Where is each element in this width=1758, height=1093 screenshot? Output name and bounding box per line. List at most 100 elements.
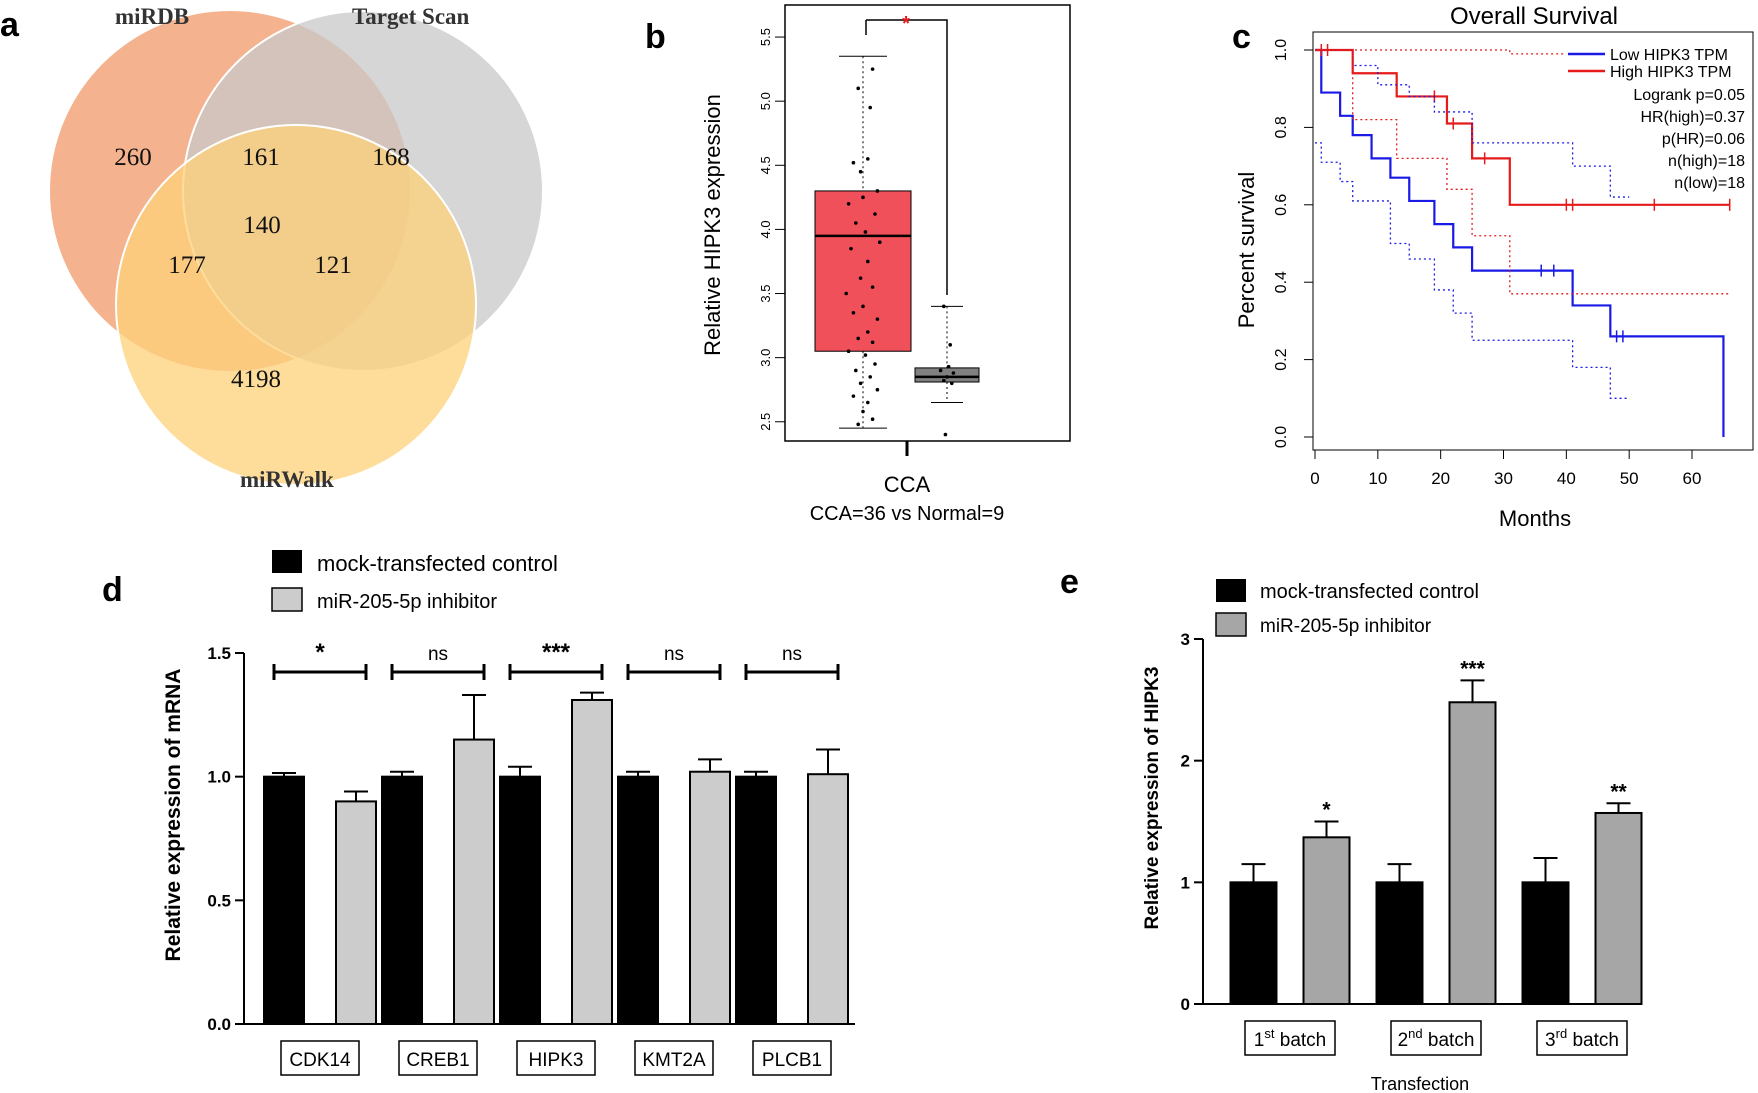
boxplot-subtitle: CCA=36 vs Normal=9 <box>810 503 1005 525</box>
survival-y-tick-label: 0.8 <box>1273 116 1290 138</box>
category-label-box <box>1244 1020 1336 1056</box>
boxplot-y-tick-label: 4.0 <box>758 220 773 238</box>
survival-curve-high-ci-upper <box>1315 49 1730 55</box>
box-point <box>870 285 875 289</box>
box-point <box>844 291 848 296</box>
panel-label-a: a <box>0 6 20 44</box>
survival-x-tick-label: 0 <box>1310 469 1319 488</box>
bar-mock <box>735 775 777 1026</box>
survival-y-tick-label: 0.2 <box>1273 348 1290 370</box>
box-point <box>863 353 868 357</box>
legend-swatch-inhibitor-e <box>1215 612 1247 637</box>
bar-y-tick-label: 0.5 <box>207 891 231 910</box>
box-point <box>846 201 851 206</box>
category-label-box <box>398 1040 478 1076</box>
box-point <box>943 432 948 437</box>
box-point <box>942 378 946 383</box>
category-label-word: batch <box>1423 1030 1475 1051</box>
panel-label-d: d <box>102 571 123 609</box>
boxplot-frame <box>784 4 1071 442</box>
bar-e-y-label: Relative expression of HIPK3 <box>1142 667 1163 930</box>
bar-mock <box>499 775 541 1026</box>
box-point <box>875 189 880 193</box>
legend-swatch-inhibitor-d <box>271 587 303 612</box>
bar-inhibitor <box>1594 811 1643 1005</box>
legend-swatch-mock-d <box>272 550 302 573</box>
category-label-box <box>516 1040 596 1076</box>
survival-x-tick-label: 50 <box>1620 469 1639 488</box>
bar-inhibitor <box>1302 836 1351 1005</box>
venn-region-mirdb-targetscan: 161 <box>242 144 280 171</box>
stat-n-low: n(low)=18 <box>1674 175 1745 192</box>
category-label-box <box>1536 1020 1628 1056</box>
survival-curve-high-ci-lower <box>1315 49 1730 295</box>
category-label-box <box>752 1040 832 1076</box>
box-point <box>873 212 877 216</box>
survival-curve-low-hipk3-tpm <box>1315 48 1725 437</box>
legend-label-high: High HIPK3 TPM <box>1610 64 1732 81</box>
bar-inhibitor <box>571 698 613 1025</box>
boxplot-x-label: CCA <box>884 472 931 497</box>
panel-c-survival: c Overall Survival 0 10 20 30 40 50 60 0.0 0.2 0.… <box>1232 3 1754 531</box>
box-cca <box>814 190 912 352</box>
box-point <box>846 349 851 354</box>
box-point <box>851 394 856 398</box>
box-point <box>854 221 858 225</box>
box-point <box>866 259 870 264</box>
category-label-suffix: nd <box>1408 1026 1422 1041</box>
box-point <box>945 375 949 379</box>
survival-y-tick-label: 0.0 <box>1273 426 1290 448</box>
panel-label-c: c <box>1232 18 1251 56</box>
box-point <box>948 343 952 347</box>
survival-title: Overall Survival <box>1450 3 1618 30</box>
box-point <box>870 340 875 345</box>
box-point <box>875 317 880 321</box>
bar-inhibitor <box>1448 701 1497 1005</box>
bar-d-y-label: Relative expression of mRNA <box>162 669 185 962</box>
box-point <box>863 230 868 234</box>
survival-x-tick-label: 20 <box>1431 469 1450 488</box>
boxplot-y-tick-label: 2.5 <box>758 413 773 431</box>
legend-label-mock-d: mock-transfected control <box>317 551 558 576</box>
significance-label: ns <box>428 644 448 665</box>
category-label-suffix: rd <box>1556 1026 1568 1041</box>
category-label-box <box>634 1040 714 1076</box>
box-point <box>861 195 865 200</box>
category-label-word: batch <box>1274 1030 1326 1051</box>
box-point <box>866 157 870 161</box>
significance-label: *** <box>1460 657 1485 680</box>
panel-b-boxplot: b 2.5 3.0 3.5 4.0 4.5 5.0 5.5 Relative HIPK3 e… <box>645 4 1071 525</box>
bar-d-chart: 0.0 0.5 1.0 1.5 CDK14 * CREB1 ns HIPK3 *** KMT2A ns… <box>207 639 855 1076</box>
legend-label-inhibitor-d: miR-205-5p inhibitor <box>317 591 497 613</box>
venn-region-mirwalk-only: 4198 <box>231 366 281 393</box>
venn-circle-mirwalk <box>115 124 477 486</box>
venn-set-label-mirwalk: miRWalk <box>240 467 334 492</box>
box-normal <box>914 367 980 383</box>
category-label-suffix: st <box>1264 1026 1275 1041</box>
panel-label-e: e <box>1060 563 1079 601</box>
boxplot-y-tick-label: 5.0 <box>758 92 773 110</box>
survival-x-label: Months <box>1499 506 1571 531</box>
box-point <box>854 368 858 373</box>
box-point <box>875 387 880 392</box>
venn-region-all-three: 140 <box>243 212 281 239</box>
survival-curves <box>1315 44 1731 437</box>
legend-label-low: Low HIPK3 TPM <box>1610 47 1728 64</box>
bar-y-tick-label: 0 <box>1181 995 1190 1014</box>
box-point <box>873 362 877 366</box>
boxplot-boxes <box>814 55 980 437</box>
box-point <box>856 336 860 341</box>
box-point <box>938 368 943 373</box>
bar-mock <box>1521 881 1570 1005</box>
significance-label: ** <box>1610 780 1627 803</box>
box-point <box>878 240 882 245</box>
category-label-box <box>1390 1020 1482 1056</box>
bar-inhibitor <box>807 773 849 1026</box>
significance-bracket <box>866 19 948 295</box>
boxplot-y-tick-label: 5.5 <box>758 28 773 46</box>
bar-mock <box>1229 881 1278 1005</box>
boxplot-y-tick-label: 3.0 <box>758 349 773 367</box>
survival-x-tick-label: 60 <box>1683 469 1702 488</box>
box-point <box>866 400 870 405</box>
box-point <box>858 169 863 174</box>
